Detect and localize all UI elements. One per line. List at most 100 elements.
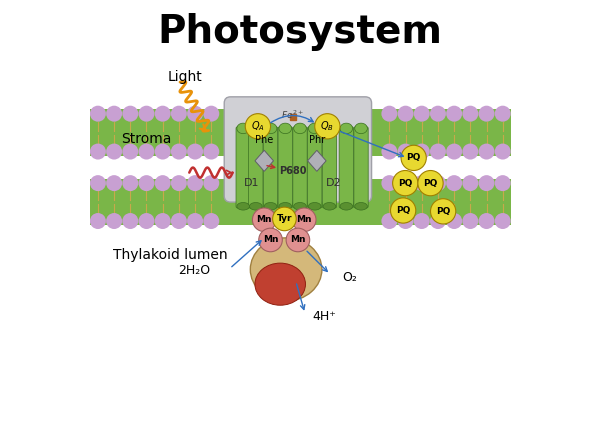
Circle shape	[171, 144, 187, 160]
Circle shape	[155, 106, 170, 122]
Text: Mn: Mn	[256, 215, 272, 224]
Text: Tyr: Tyr	[277, 214, 292, 224]
Text: PQ: PQ	[424, 179, 437, 188]
FancyBboxPatch shape	[354, 127, 368, 208]
Circle shape	[106, 106, 122, 122]
Circle shape	[391, 198, 416, 223]
Circle shape	[245, 114, 271, 139]
Circle shape	[315, 114, 340, 139]
Ellipse shape	[279, 203, 292, 210]
Polygon shape	[255, 150, 274, 171]
Circle shape	[495, 106, 511, 122]
FancyBboxPatch shape	[236, 127, 250, 208]
Text: $Q_A$: $Q_A$	[251, 120, 265, 133]
Circle shape	[90, 175, 106, 191]
Circle shape	[495, 213, 511, 229]
Circle shape	[171, 213, 187, 229]
Ellipse shape	[264, 203, 277, 210]
Circle shape	[90, 106, 106, 122]
Text: D1: D1	[244, 178, 259, 188]
Circle shape	[187, 106, 203, 122]
Text: PQ: PQ	[398, 179, 412, 188]
Circle shape	[401, 145, 427, 171]
Text: 2H₂O: 2H₂O	[179, 264, 211, 277]
Circle shape	[122, 175, 139, 191]
Text: Stroma: Stroma	[121, 132, 172, 146]
Circle shape	[414, 213, 430, 229]
Circle shape	[259, 228, 283, 252]
Circle shape	[272, 207, 296, 231]
Ellipse shape	[340, 123, 353, 134]
Circle shape	[139, 213, 154, 229]
Circle shape	[122, 106, 139, 122]
Circle shape	[414, 175, 430, 191]
Circle shape	[392, 171, 418, 196]
Circle shape	[139, 175, 154, 191]
Text: D2: D2	[326, 178, 341, 188]
Circle shape	[414, 106, 430, 122]
Circle shape	[286, 228, 310, 252]
Text: Mn: Mn	[296, 215, 312, 224]
Circle shape	[446, 144, 462, 160]
Circle shape	[187, 175, 203, 191]
Circle shape	[155, 213, 170, 229]
Circle shape	[203, 106, 219, 122]
FancyBboxPatch shape	[322, 127, 337, 208]
Circle shape	[463, 106, 478, 122]
Circle shape	[171, 106, 187, 122]
Text: PQ: PQ	[396, 206, 410, 215]
Ellipse shape	[308, 203, 321, 210]
Circle shape	[171, 175, 187, 191]
Ellipse shape	[355, 203, 367, 210]
Circle shape	[495, 144, 511, 160]
Circle shape	[431, 199, 456, 224]
Circle shape	[106, 175, 122, 191]
Circle shape	[463, 213, 478, 229]
Circle shape	[495, 175, 511, 191]
Circle shape	[155, 175, 170, 191]
Text: P680: P680	[279, 166, 307, 176]
Circle shape	[292, 208, 316, 232]
Circle shape	[203, 175, 219, 191]
Ellipse shape	[355, 123, 367, 134]
Circle shape	[187, 213, 203, 229]
Circle shape	[414, 144, 430, 160]
Circle shape	[479, 144, 494, 160]
Ellipse shape	[308, 123, 321, 134]
Text: O₂: O₂	[342, 272, 357, 284]
Circle shape	[253, 208, 276, 232]
Text: Phr: Phr	[309, 135, 325, 145]
Text: PQ: PQ	[406, 153, 421, 163]
Circle shape	[139, 106, 154, 122]
Circle shape	[430, 213, 446, 229]
Ellipse shape	[293, 123, 307, 134]
Circle shape	[203, 144, 219, 160]
Circle shape	[122, 144, 139, 160]
Ellipse shape	[237, 123, 250, 134]
Circle shape	[398, 175, 413, 191]
FancyBboxPatch shape	[278, 127, 292, 208]
Circle shape	[187, 144, 203, 160]
Ellipse shape	[323, 203, 336, 210]
Ellipse shape	[323, 123, 336, 134]
Circle shape	[382, 175, 397, 191]
Text: Photosystem: Photosystem	[157, 13, 443, 51]
Circle shape	[90, 144, 106, 160]
Text: Phe: Phe	[255, 135, 274, 145]
Circle shape	[479, 106, 494, 122]
FancyBboxPatch shape	[339, 127, 353, 208]
Ellipse shape	[293, 203, 307, 210]
Circle shape	[139, 144, 154, 160]
Ellipse shape	[250, 203, 262, 210]
Ellipse shape	[255, 263, 305, 305]
Circle shape	[106, 213, 122, 229]
Circle shape	[446, 106, 462, 122]
FancyBboxPatch shape	[224, 97, 371, 202]
Text: Mn: Mn	[263, 235, 278, 245]
Circle shape	[122, 213, 139, 229]
Bar	[89, 179, 511, 225]
Circle shape	[398, 106, 413, 122]
FancyBboxPatch shape	[263, 127, 278, 208]
Circle shape	[382, 106, 397, 122]
Circle shape	[382, 144, 397, 160]
